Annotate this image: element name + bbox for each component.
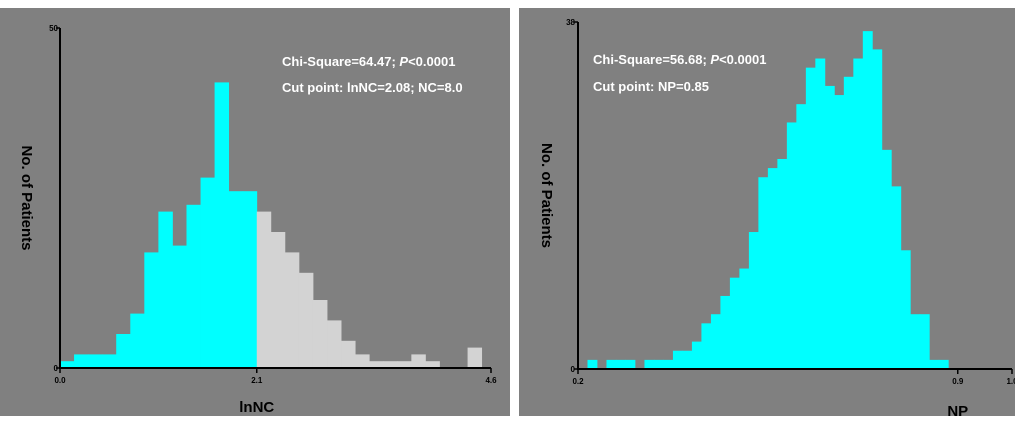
histogram-bar — [116, 334, 131, 368]
histogram-bar — [625, 359, 636, 369]
stats-annotation: Chi-Square=56.68; P<0.0001 — [593, 52, 766, 67]
histogram-bar — [172, 245, 187, 368]
histogram-bar — [228, 191, 244, 368]
histogram-bar — [758, 177, 769, 369]
histogram-bar — [796, 104, 807, 370]
annotation-part: Chi-Square=64.47; — [282, 54, 399, 69]
annotation-part: <0.0001 — [408, 54, 455, 69]
histogram-bar — [130, 313, 145, 368]
histogram-bar — [397, 361, 412, 368]
x-tick-label: 1.0 — [1006, 377, 1015, 386]
histogram-bar — [270, 232, 286, 368]
histogram-bar — [74, 354, 89, 368]
histogram-bar — [872, 49, 883, 369]
histogram-bar — [843, 76, 854, 369]
histogram-bar — [710, 314, 721, 369]
histogram-bar — [644, 359, 655, 369]
y-tick-label: 38 — [566, 18, 575, 27]
histogram-bar — [60, 361, 75, 368]
annotation-part: P — [399, 54, 408, 69]
histogram-bar — [891, 186, 902, 369]
histogram-bar — [682, 350, 693, 369]
histogram-bar — [881, 149, 892, 369]
stats-annotation: Chi-Square=64.47; P<0.0001 — [282, 54, 455, 69]
histogram-bar — [701, 323, 712, 369]
histogram-bar — [938, 359, 949, 369]
histogram-bar — [144, 252, 159, 368]
x-tick-label: 0.2 — [572, 377, 584, 386]
lnnc-histogram: 0.0 2.1 4.6 0 50 No. of Patients lnNC Chi-Squar… — [0, 8, 510, 416]
histogram-bar — [663, 359, 674, 369]
histogram-bar — [900, 250, 911, 369]
histogram-bar — [767, 168, 778, 369]
y-tick-label: 0 — [571, 365, 576, 374]
annotation-part: Cut point: NP=0.85 — [593, 79, 709, 94]
histogram-bar — [815, 58, 826, 370]
histogram-bar — [355, 354, 370, 368]
x-tick-label: 2.1 — [251, 376, 263, 385]
histogram-bar — [606, 359, 617, 369]
y-axis-title: No. of Patients — [538, 143, 555, 248]
histogram-bar — [369, 361, 384, 368]
histogram-bar — [739, 268, 750, 369]
histogram-bar — [691, 341, 702, 369]
histogram-bar — [834, 95, 845, 369]
histogram-bar — [256, 211, 272, 368]
histogram-bar — [862, 31, 873, 369]
histogram-bar — [805, 67, 816, 369]
annotation-part: <0.0001 — [719, 52, 766, 67]
x-axis-title: NP — [947, 403, 968, 416]
np-histogram: 0.2 0.9 1.0 0 38 No. of Patients NP Chi-Square=… — [519, 8, 1015, 420]
histogram-bar — [786, 122, 797, 370]
histogram-bar — [242, 191, 258, 368]
histogram-bar — [615, 359, 626, 369]
histogram-bar — [587, 359, 598, 369]
y-tick-label: 50 — [49, 24, 58, 33]
histogram-bar — [467, 347, 483, 368]
stats-annotation: Cut point: lnNC=2.08; NC=8.0 — [282, 80, 463, 95]
histogram-bar — [383, 361, 398, 368]
histogram-bar — [425, 361, 440, 368]
histogram-bar — [653, 359, 664, 369]
histogram-bar — [929, 359, 940, 369]
histogram-bar — [777, 158, 788, 369]
histogram-bar — [729, 277, 740, 369]
x-axis-title: lnNC — [239, 399, 274, 416]
histogram-bar — [919, 314, 930, 369]
x-tick-label: 0.0 — [54, 376, 66, 385]
histogram-bar — [910, 314, 921, 369]
histogram-bar — [284, 252, 300, 368]
histogram-bar — [298, 272, 314, 368]
histogram-bar — [88, 354, 103, 368]
histogram-bar — [672, 350, 683, 369]
y-axis-title: No. of Patients — [18, 145, 35, 250]
histogram-bar — [748, 232, 759, 369]
x-tick-label: 4.6 — [485, 376, 497, 385]
stats-annotation: Cut point: NP=0.85 — [593, 79, 709, 94]
y-tick-label: 0 — [54, 364, 59, 373]
annotation-part: Chi-Square=56.68; — [593, 52, 710, 67]
histogram-bar — [853, 58, 864, 370]
histogram-bar — [158, 211, 173, 368]
histogram-bar — [200, 177, 215, 368]
annotation-part: Cut point: lnNC=2.08; NC=8.0 — [282, 80, 463, 95]
histogram-bar — [312, 300, 328, 368]
histogram-bar — [720, 295, 731, 369]
histogram-bar — [824, 85, 835, 369]
x-tick-label: 0.9 — [952, 377, 964, 386]
histogram-bar — [411, 354, 426, 368]
histogram-bar — [327, 320, 342, 368]
histogram-bar — [341, 340, 356, 368]
annotation-part: P — [710, 52, 719, 67]
histogram-bar — [214, 82, 230, 369]
histogram-bar — [186, 204, 201, 368]
histogram-bar — [102, 354, 117, 368]
